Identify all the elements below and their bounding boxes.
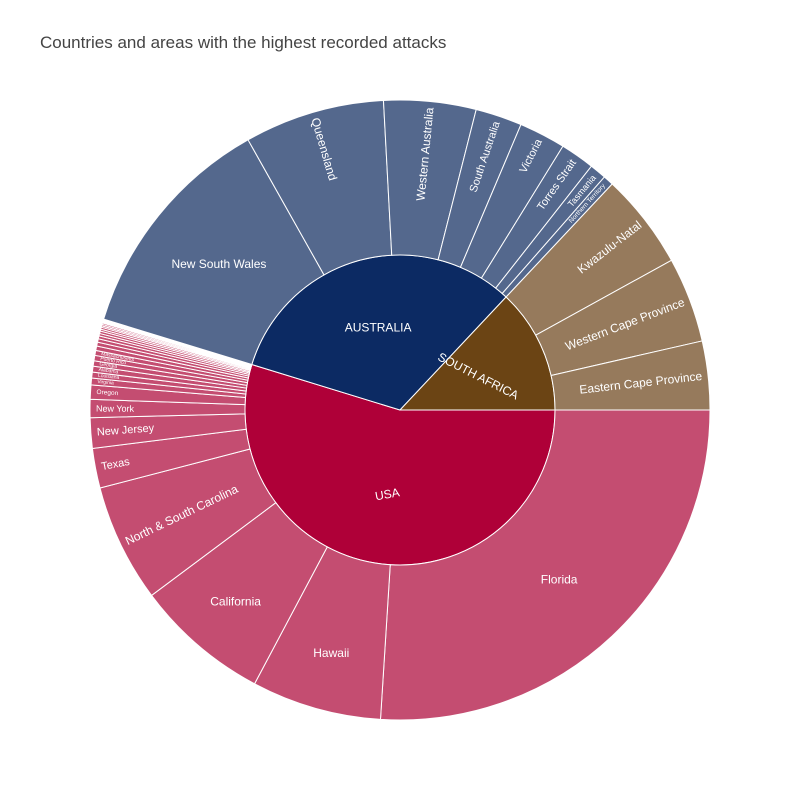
inner-ring	[244, 254, 556, 566]
area-segment-eastern-cape-province[interactable]	[550, 340, 711, 411]
chart-title: Countries and areas with the highest rec…	[40, 33, 447, 52]
outer-ring	[89, 99, 711, 721]
area-segment-florida[interactable]	[379, 409, 711, 721]
area-segment-new-south-wales[interactable]	[103, 139, 325, 366]
